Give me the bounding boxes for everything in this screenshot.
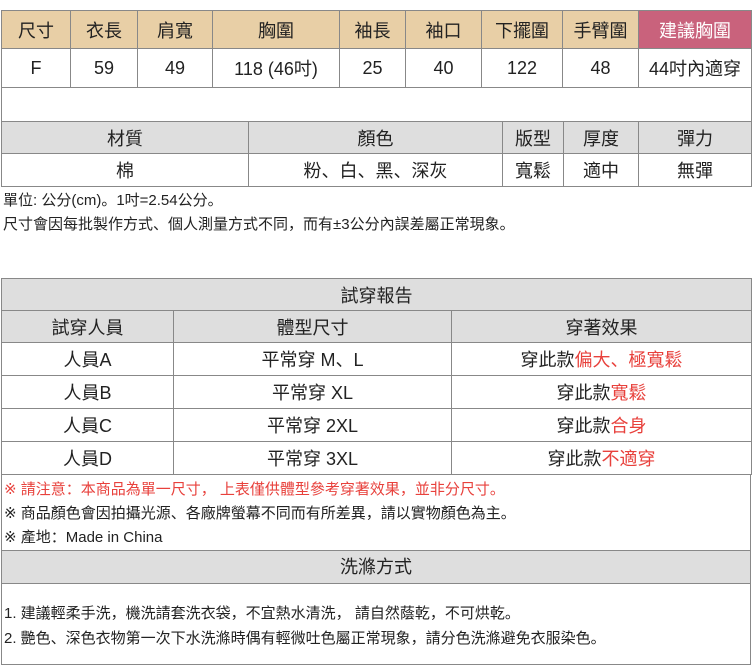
- value-cell: 無彈: [638, 153, 752, 187]
- effect-cell: 穿此款偏大、極寬鬆: [450, 342, 753, 376]
- header-cell: 材質: [1, 121, 249, 154]
- unit-note: 單位: 公分(cm)。1吋=2.54公分。: [3, 192, 223, 209]
- effect-prefix: 穿此款: [556, 383, 611, 403]
- washing-item: 2. 艷色、深色衣物第一次下水洗滌時偶有輕微吐色屬正常現象，請分色洗滌避免衣服染…: [4, 630, 606, 647]
- value-cell: 粉、白、黑、深灰: [248, 153, 503, 187]
- notes-box: ※ 請注意：本商品為單一尺寸， 上表僅供體型參考穿著效果，並非分尺寸。 ※ 商品…: [1, 474, 751, 551]
- value-cell: 122: [481, 48, 563, 88]
- trial-row: 人員A 平常穿 M、L 穿此款偏大、極寬鬆: [1, 342, 753, 376]
- value-cell: 25: [339, 48, 406, 88]
- blank-row: [1, 87, 752, 122]
- blank-cell: [1, 87, 752, 122]
- header-cell: 袖長: [339, 10, 406, 49]
- effect-value: 不適穿: [601, 449, 656, 469]
- washing-item: 1. 建議輕柔手洗，機洗請套洗衣袋，不宜熱水清洗， 請自然蔭乾，不可烘乾。: [4, 605, 520, 622]
- trial-header-row: 試穿人員 體型尺寸 穿著效果: [1, 310, 753, 343]
- color-note: ※ 商品顏色會因拍攝光源、各廠牌螢幕不同而有所差異，請以實物顏色為主。: [4, 505, 516, 522]
- header-cell: 顏色: [248, 121, 503, 154]
- size-cell: 平常穿 XL: [173, 375, 452, 409]
- size-table: 尺寸 衣長 肩寬 胸圍 袖長 袖口 下擺圍 手臂圍 建議胸圍 F 59 49 1…: [1, 10, 752, 122]
- spec-header-row: 材質 顏色 版型 厚度 彈力: [1, 121, 752, 154]
- header-cell: 體型尺寸: [173, 310, 452, 343]
- header-cell: 衣長: [70, 10, 138, 49]
- header-cell: 下擺圍: [481, 10, 563, 49]
- trial-row: 人員D 平常穿 3XL 穿此款不適穿: [1, 441, 753, 475]
- size-value-row: F 59 49 118 (46吋) 25 40 122 48 44吋內適穿: [1, 48, 752, 88]
- value-cell: 44吋內適穿: [638, 48, 752, 88]
- trial-table: 試穿報告 試穿人員 體型尺寸 穿著效果 人員A 平常穿 M、L 穿此款偏大、極寬鬆 …: [0, 278, 753, 475]
- value-cell: 適中: [563, 153, 639, 187]
- size-cell: 平常穿 3XL: [173, 441, 452, 475]
- value-cell: 寬鬆: [502, 153, 564, 187]
- header-cell: 版型: [502, 121, 564, 154]
- header-cell: 尺寸: [1, 10, 71, 49]
- trial-title: 試穿報告: [0, 278, 753, 311]
- effect-prefix: 穿此款: [547, 449, 602, 469]
- effect-cell: 穿此款不適穿: [450, 441, 753, 475]
- origin-note: ※ 產地：Made in China: [4, 529, 163, 546]
- value-cell: 棉: [1, 153, 249, 187]
- size-cell: 平常穿 M、L: [173, 342, 452, 376]
- header-cell: 胸圍: [212, 10, 340, 49]
- trial-row: 人員B 平常穿 XL 穿此款寬鬆: [1, 375, 753, 409]
- header-cell: 手臂圍: [562, 10, 639, 49]
- person-cell: 人員C: [1, 408, 174, 442]
- spec-table: 材質 顏色 版型 厚度 彈力 棉 粉、白、黑、深灰 寬鬆 適中 無彈: [1, 121, 752, 187]
- value-cell: 40: [405, 48, 482, 88]
- header-cell: 彈力: [638, 121, 752, 154]
- washing-box: 1. 建議輕柔手洗，機洗請套洗衣袋，不宜熱水清洗， 請自然蔭乾，不可烘乾。 2.…: [1, 583, 751, 665]
- tolerance-note: 尺寸會因每批製作方式、個人測量方式不同，而有±3公分內誤差屬正常現象。: [3, 216, 515, 233]
- value-cell: F: [1, 48, 71, 88]
- size-cell: 平常穿 2XL: [173, 408, 452, 442]
- value-cell: 49: [137, 48, 213, 88]
- effect-prefix: 穿此款: [520, 350, 575, 370]
- effect-value: 寬鬆: [610, 383, 647, 403]
- header-cell: 袖口: [405, 10, 482, 49]
- effect-cell: 穿此款寬鬆: [450, 375, 753, 409]
- header-cell: 肩寬: [137, 10, 213, 49]
- effect-value: 合身: [610, 416, 647, 436]
- value-cell: 118 (46吋): [212, 48, 340, 88]
- value-cell: 59: [70, 48, 138, 88]
- person-cell: 人員D: [1, 441, 174, 475]
- value-cell: 48: [562, 48, 639, 88]
- size-header-row: 尺寸 衣長 肩寬 胸圍 袖長 袖口 下擺圍 手臂圍 建議胸圍: [1, 10, 752, 49]
- washing-title: 洗滌方式: [1, 550, 751, 584]
- effect-cell: 穿此款合身: [450, 408, 753, 442]
- header-cell-recommended: 建議胸圍: [638, 10, 752, 49]
- person-cell: 人員A: [1, 342, 174, 376]
- person-cell: 人員B: [1, 375, 174, 409]
- trial-row: 人員C 平常穿 2XL 穿此款合身: [1, 408, 753, 442]
- header-cell: 厚度: [563, 121, 639, 154]
- header-cell: 穿著效果: [450, 310, 753, 343]
- effect-prefix: 穿此款: [556, 416, 611, 436]
- header-cell: 試穿人員: [1, 310, 174, 343]
- effect-value: 偏大、極寬鬆: [574, 350, 683, 370]
- warning-note: ※ 請注意：本商品為單一尺寸， 上表僅供體型參考穿著效果，並非分尺寸。: [4, 481, 505, 498]
- spec-value-row: 棉 粉、白、黑、深灰 寬鬆 適中 無彈: [1, 153, 752, 187]
